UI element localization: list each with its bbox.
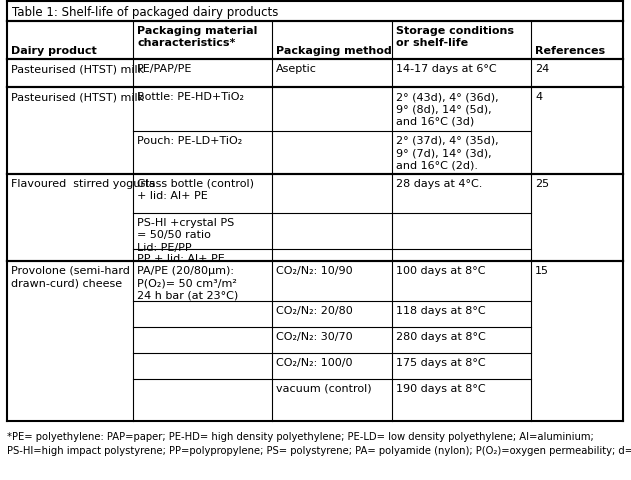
- Text: Aseptic: Aseptic: [276, 64, 317, 74]
- Text: Dairy product: Dairy product: [11, 46, 97, 56]
- Text: CO₂/N₂: 10/90: CO₂/N₂: 10/90: [276, 265, 353, 276]
- Text: Pasteurised (HTST) milk: Pasteurised (HTST) milk: [11, 64, 144, 74]
- Text: Provolone (semi-hard
drawn-curd) cheese: Provolone (semi-hard drawn-curd) cheese: [11, 265, 130, 288]
- Text: PA/PE (20/80μm):
P(O₂)= 50 cm³/m²
24 h bar (at 23°C): PA/PE (20/80μm): P(O₂)= 50 cm³/m² 24 h b…: [137, 265, 239, 300]
- Text: Bottle: PE-HD+TiO₂: Bottle: PE-HD+TiO₂: [137, 92, 244, 102]
- Text: 15: 15: [535, 265, 549, 276]
- Text: 2° (37d), 4° (35d),
9° (7d), 14° (3d),
and 16°C (2d).: 2° (37d), 4° (35d), 9° (7d), 14° (3d), a…: [396, 136, 498, 170]
- Text: 280 days at 8°C: 280 days at 8°C: [396, 331, 486, 341]
- Text: 28 days at 4°C.: 28 days at 4°C.: [396, 179, 482, 189]
- Text: 190 days at 8°C: 190 days at 8°C: [396, 383, 486, 393]
- Text: 118 days at 8°C: 118 days at 8°C: [396, 305, 486, 315]
- Text: PE/PAP/PE: PE/PAP/PE: [137, 64, 192, 74]
- Text: Pasteurised (HTST) milk: Pasteurised (HTST) milk: [11, 92, 144, 102]
- Text: References: References: [535, 46, 605, 56]
- Text: *PE= polyethylene: PAP=paper; PE-HD= high density polyethylene; PE-LD= low densi: *PE= polyethylene: PAP=paper; PE-HD= hig…: [7, 431, 594, 441]
- Text: Glass bottle (control)
+ lid: Al+ PE: Glass bottle (control) + lid: Al+ PE: [137, 179, 254, 201]
- Text: 100 days at 8°C: 100 days at 8°C: [396, 265, 485, 276]
- Text: Packaging method: Packaging method: [276, 46, 392, 56]
- Text: Storage conditions
or shelf-life: Storage conditions or shelf-life: [396, 26, 514, 48]
- Text: CO₂/N₂: 30/70: CO₂/N₂: 30/70: [276, 331, 353, 341]
- Text: 25: 25: [535, 179, 549, 189]
- Text: Table 1: Shelf-life of packaged dairy products: Table 1: Shelf-life of packaged dairy pr…: [12, 6, 278, 19]
- Text: 4: 4: [535, 92, 542, 102]
- Text: CO₂/N₂: 20/80: CO₂/N₂: 20/80: [276, 305, 353, 315]
- Text: Packaging material
characteristics*: Packaging material characteristics*: [137, 26, 257, 48]
- Text: 14-17 days at 6°C: 14-17 days at 6°C: [396, 64, 497, 74]
- Text: PS-HI=high impact polystyrene; PP=polypropylene; PS= polystyrene; PA= polyamide : PS-HI=high impact polystyrene; PP=polypr…: [7, 445, 631, 455]
- Text: 24: 24: [535, 64, 549, 74]
- Text: CO₂/N₂: 100/0: CO₂/N₂: 100/0: [276, 357, 353, 367]
- Text: PP + lid: Al+ PE: PP + lid: Al+ PE: [137, 253, 225, 264]
- Text: 2° (43d), 4° (36d),
9° (8d), 14° (5d),
and 16°C (3d): 2° (43d), 4° (36d), 9° (8d), 14° (5d), a…: [396, 92, 498, 127]
- Text: Pouch: PE-LD+TiO₂: Pouch: PE-LD+TiO₂: [137, 136, 242, 146]
- Text: vacuum (control): vacuum (control): [276, 383, 372, 393]
- Text: 175 days at 8°C: 175 days at 8°C: [396, 357, 486, 367]
- Text: Flavoured  stirred yogurts: Flavoured stirred yogurts: [11, 179, 155, 189]
- Text: PS-HI +crystal PS
= 50/50 ratio
Lid: PE/PP: PS-HI +crystal PS = 50/50 ratio Lid: PE/…: [137, 217, 234, 252]
